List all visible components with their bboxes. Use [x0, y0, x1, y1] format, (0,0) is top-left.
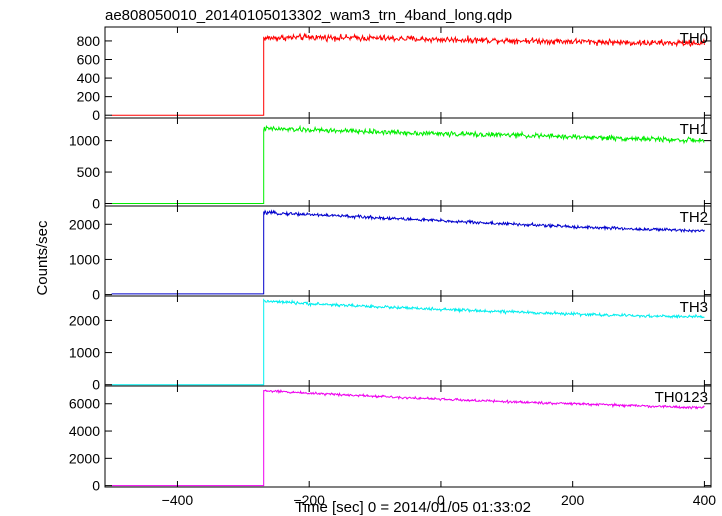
lightcurve-th2	[111, 209, 705, 295]
y-tick-label: 600	[77, 52, 101, 68]
y-tick-label: 0	[92, 195, 100, 211]
panel-name-label: TH0	[680, 30, 708, 47]
chart-title: ae808050010_20140105013302_wam3_trn_4ban…	[105, 7, 512, 24]
panel-th1: 0 500 1000 TH1	[69, 117, 712, 211]
y-tick-label: 1000	[69, 251, 100, 267]
panel-th0: 0 200 400 600 800 TH0	[77, 26, 712, 123]
y-tick-label: 0	[92, 478, 100, 494]
lightcurve-th0	[111, 32, 705, 116]
panel-th2: 0 1000 2000 TH2	[69, 205, 712, 303]
y-tick-label: 500	[77, 164, 101, 180]
y-tick-label: 200	[77, 89, 101, 105]
panel-name-label: TH0123	[655, 389, 708, 406]
y-tick-label: 800	[77, 33, 101, 49]
panel-name-label: TH2	[680, 209, 708, 226]
panel-name-label: TH3	[680, 299, 708, 316]
y-tick-label: 0	[92, 377, 100, 393]
panel-frame	[104, 26, 712, 119]
x-tick-label: 400	[693, 492, 717, 508]
lightcurve-th0123	[111, 388, 705, 487]
panel-th0123: 0 2000 4000 6000 TH0123	[69, 385, 712, 494]
y-tick-label: 2000	[69, 450, 100, 466]
y-tick-label: 2000	[69, 216, 100, 232]
y-tick-label: 1000	[69, 345, 100, 361]
y-tick-label: 1000	[69, 133, 100, 149]
x-axis-label: Time [sec] 0 = 2014/01/05 01:33:02	[295, 499, 531, 516]
y-tick-label: 0	[92, 287, 100, 303]
y-axis-label: Counts/sec	[34, 220, 51, 296]
panel-frame	[104, 205, 712, 297]
y-tick-label: 400	[77, 70, 101, 86]
y-tick-label: 6000	[69, 396, 100, 412]
panel-name-label: TH1	[680, 121, 708, 138]
y-tick-label: 4000	[69, 423, 100, 439]
panel-th3: 0 1000 2000 TH3	[69, 295, 712, 393]
lightcurve-th1	[111, 124, 705, 204]
y-tick-label: 2000	[69, 312, 100, 328]
x-tick-label: −200	[293, 492, 325, 508]
x-tick-label: −400	[162, 492, 194, 508]
x-tick-label: 200	[561, 492, 585, 508]
y-tick-label: 0	[92, 107, 100, 123]
panel-frame	[104, 385, 712, 488]
panel-frame	[104, 117, 712, 207]
x-tick-label: 0	[437, 492, 445, 508]
lightcurve-th3	[111, 298, 705, 386]
